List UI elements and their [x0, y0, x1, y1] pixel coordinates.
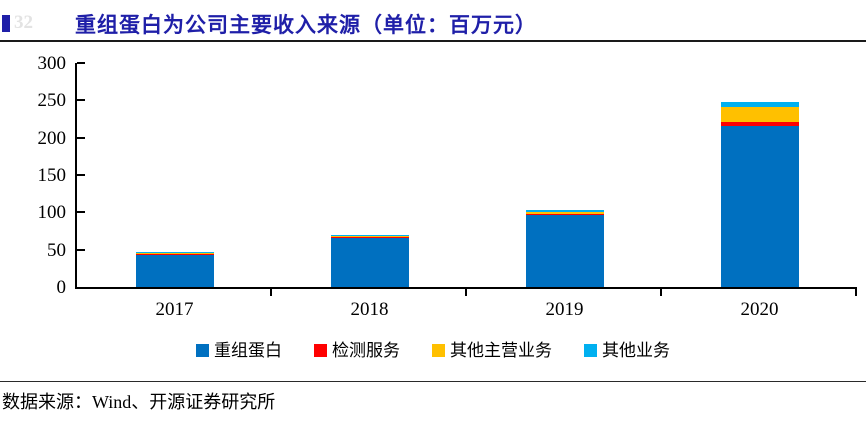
bar-segment-其他业务 [330, 235, 409, 236]
chart-title: 重组蛋白为公司主要收入来源（单位：百万元） [75, 13, 537, 37]
x-tick-label: 2019 [545, 299, 584, 320]
legend-swatch [432, 344, 445, 357]
y-axis-tick [77, 174, 85, 176]
bar-segment-重组蛋白 [525, 214, 604, 287]
x-tick-label: 2017 [155, 299, 194, 320]
title-underline [0, 40, 866, 42]
figure-label-glyph-fragment [2, 15, 10, 32]
figure-number-faded: 32 [14, 12, 33, 33]
y-axis-tick [77, 99, 85, 102]
legend-item: 检测服务 [314, 342, 400, 359]
data-source-text: 数据来源：Wind、开源证券研究所 [2, 392, 276, 412]
y-axis-tick [77, 248, 85, 251]
bar-segment-其他主营业务 [135, 252, 214, 254]
x-axis-tick [855, 289, 857, 296]
bar-segment-重组蛋白 [330, 236, 409, 287]
legend-swatch [196, 344, 209, 357]
y-axis: 0 50 100 150 200 250 300 [0, 54, 67, 297]
legend-swatch [314, 344, 327, 357]
x-tick-label: 2018 [350, 299, 389, 320]
x-tick-label: 2020 [740, 299, 779, 320]
y-tick-label: 50 [47, 239, 66, 261]
bar-segment-其他主营业务 [330, 235, 409, 237]
bar-segment-其他业务 [720, 102, 799, 108]
legend-label: 检测服务 [332, 341, 400, 360]
y-axis-tick [77, 136, 85, 139]
x-axis-tick [660, 289, 662, 296]
y-tick-label: 0 [56, 277, 67, 298]
legend-label: 其他主营业务 [450, 341, 552, 360]
legend-swatch [584, 344, 597, 357]
legend-item: 其他主营业务 [432, 342, 552, 359]
y-tick-label: 100 [37, 202, 67, 224]
x-axis-tick [270, 289, 272, 296]
y-axis-tick [77, 211, 85, 214]
y-tick-label: 200 [37, 127, 67, 149]
x-axis-tick [465, 289, 467, 296]
bar-segment-检测服务 [720, 121, 799, 127]
plot-area: 2017 2018 2019 2020 [75, 62, 857, 319]
bar-segment-其他业务 [525, 210, 604, 213]
bar-segment-其他主营业务 [720, 107, 799, 122]
chart-legend: 重组蛋白 检测服务 其他主营业务 其他业务 [0, 342, 866, 359]
legend-label: 其他业务 [602, 341, 670, 360]
legend-item: 其他业务 [584, 342, 670, 359]
bar-segment-重组蛋白 [135, 253, 214, 287]
y-tick-label: 250 [37, 90, 67, 112]
legend-item: 重组蛋白 [196, 342, 282, 359]
bar-segment-检测服务 [525, 213, 604, 215]
bar-segment-其他主营业务 [525, 212, 604, 214]
legend-label: 重组蛋白 [214, 341, 282, 360]
y-tick-label: 150 [37, 165, 67, 186]
footer-divider [0, 381, 866, 382]
y-axis-tick [77, 62, 85, 64]
bar-segment-重组蛋白 [720, 126, 799, 287]
y-tick-label: 300 [37, 53, 67, 74]
